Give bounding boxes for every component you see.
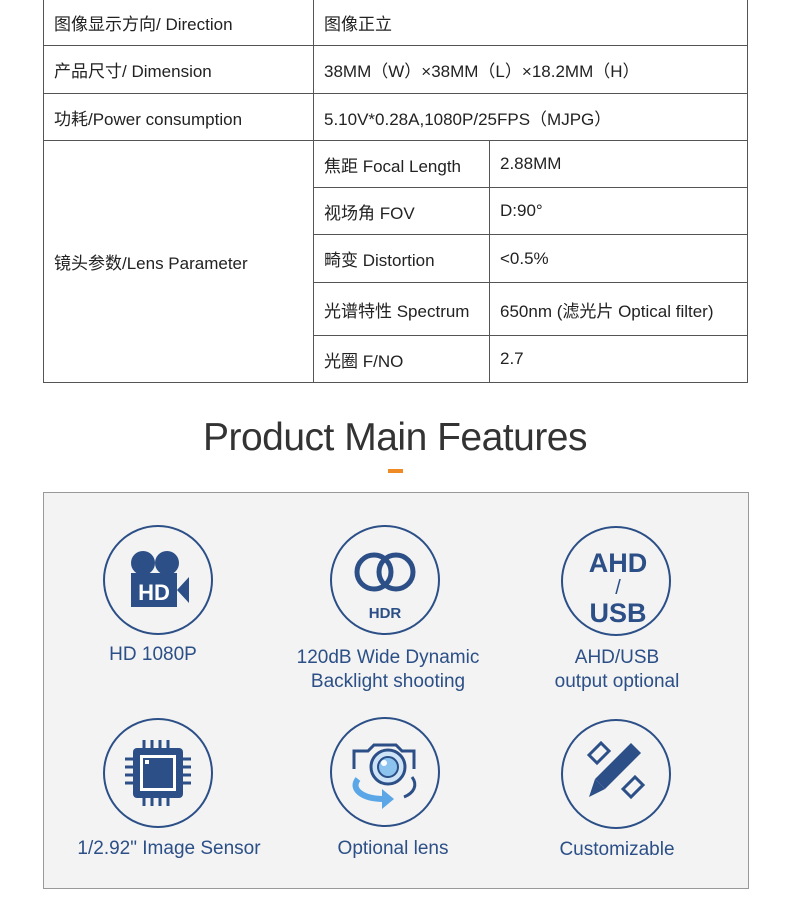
svg-text:USB: USB: [589, 598, 646, 628]
lens-value: 2.7: [489, 335, 748, 383]
table-row: 产品尺寸/ Dimension 38MM（W）×38MM（L）×18.2MM（H）: [43, 45, 748, 94]
feature-label: 120dB Wide Dynamic: [296, 647, 480, 668]
table-row: 镜头参数/Lens Parameter 焦距 Focal Length 2.88MM: [43, 140, 748, 383]
spec-value: 5.10V*0.28A,1080P/25FPS（MJPG）: [313, 93, 748, 141]
table-row: 光谱特性 Spectrum 650nm (滤光片 Optical filter): [44, 282, 748, 336]
spec-table: 图像显示方向/ Direction 图像正立 产品尺寸/ Dimension 38M…: [43, 0, 748, 383]
spec-value: 38MM（W）×38MM（L）×18.2MM（H）: [313, 45, 748, 94]
feature-label: Backlight shooting: [310, 671, 466, 692]
lens-value: 2.88MM: [489, 140, 748, 188]
pencil-ruler-icon: [561, 719, 671, 829]
svg-text:AHD: AHD: [589, 548, 648, 578]
feature-label: HD 1080P: [109, 644, 197, 665]
table-row: 图像显示方向/ Direction 图像正立: [43, 0, 748, 46]
table-row: 畸变 Distortion <0.5%: [44, 234, 748, 283]
lens-param: 视场角 FOV: [313, 187, 490, 235]
lens-value: D:90°: [489, 187, 748, 235]
spec-label: 产品尺寸/ Dimension: [43, 45, 314, 94]
hd-video-camera-icon: HD: [103, 525, 213, 635]
spec-label: 图像显示方向/ Direction: [43, 0, 314, 46]
hdr-rings-icon: HDR: [330, 525, 440, 635]
svg-text:/: /: [615, 577, 621, 599]
title-accent-bar: [388, 469, 403, 473]
ahd-usb-icon: AHD / USB: [561, 526, 671, 636]
feature-label: AHD/USB: [574, 647, 660, 668]
table-row: 功耗/Power consumption 5.10V*0.28A,1080P/25…: [43, 93, 748, 141]
lens-param: 畸变 Distortion: [313, 234, 490, 283]
feature-label: output optional: [554, 671, 680, 692]
spec-value: 图像正立: [313, 0, 748, 46]
lens-param: 光圈 F/NO: [313, 335, 490, 383]
section-title: Product Main Features: [202, 416, 588, 459]
feature-label: Customizable: [559, 839, 675, 860]
svg-text:HDR: HDR: [369, 605, 402, 622]
spec-label: 功耗/Power consumption: [43, 93, 314, 141]
lens-value: 650nm (滤光片 Optical filter): [489, 282, 748, 336]
table-row: 视场角 FOV D:90°: [44, 187, 748, 235]
camera-lens-rotate-icon: [330, 717, 440, 827]
table-row: 光圈 F/NO 2.7: [44, 335, 748, 383]
chip-sensor-icon: [103, 718, 213, 828]
lens-param: 光谱特性 Spectrum: [313, 282, 490, 336]
feature-label: Optional lens: [337, 838, 449, 859]
lens-label: 镜头参数/Lens Parameter: [43, 140, 314, 383]
svg-text:HD: HD: [138, 580, 170, 605]
feature-label: 1/2.92" Image Sensor: [77, 838, 261, 859]
lens-param: 焦距 Focal Length: [313, 140, 490, 188]
lens-value: <0.5%: [489, 234, 748, 283]
